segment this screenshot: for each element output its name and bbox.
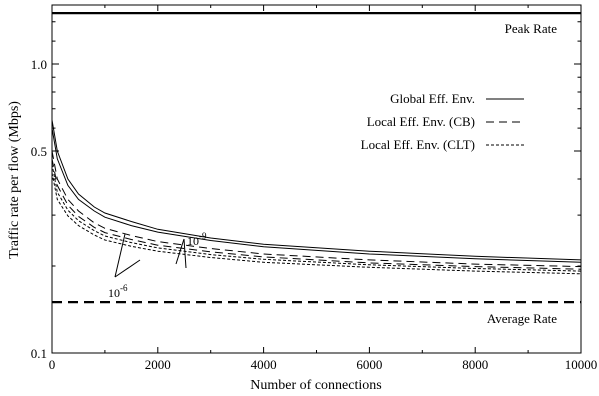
series-line [51,164,582,272]
annotation-label: 10-6 [108,283,128,300]
x-tick-label: 10000 [565,357,598,372]
legend-label: Local Eff. Env. (CB) [367,114,475,129]
x-tick-label: 8000 [462,357,488,372]
annotation-base: 10 [187,234,199,248]
series-line [51,158,582,270]
series-line [51,119,582,261]
series-line [51,150,582,268]
reference-line-label: Average Rate [487,311,557,326]
x-tick-label: 0 [49,357,56,372]
legend: Global Eff. Env. Local Eff. Env. (CB) Loca… [361,91,524,152]
annotation-exponent: -6 [120,283,128,293]
annotation-arrow [114,259,141,278]
reference-line-label: Peak Rate [505,21,558,36]
x-tick-label: 2000 [145,357,171,372]
annotations: 10-910-6 [108,231,207,300]
annotation-arrow [175,238,185,265]
legend-label: Local Eff. Env. (CLT) [361,137,475,152]
y-axis-label: Traffic rate per flow (Mbps) [7,101,22,259]
annotation-arrow [183,238,187,269]
x-tick-label: 6000 [356,357,382,372]
annotation-arrow [114,233,126,278]
annotation-exponent: -9 [199,231,207,241]
x-tick-label: 4000 [251,357,277,372]
y-tick-label: 1.0 [31,57,47,72]
y-tick-label: 0.1 [31,346,47,361]
series-group [51,119,582,275]
axis-ticks: 0 2000 4000 6000 8000 10000 0.1 0.5 1.0 [31,5,598,372]
plot-frame [51,4,582,354]
annotation-label: 10-9 [187,231,207,248]
annotation-base: 10 [108,286,120,300]
legend-label: Global Eff. Env. [390,91,475,106]
series-line [51,128,582,263]
reference-lines: Peak Rate Average Rate [52,12,581,326]
y-tick-label: 0.5 [31,144,47,159]
x-axis-label: Number of connections [250,378,381,393]
series-line [51,172,582,275]
plot-border [51,4,582,354]
